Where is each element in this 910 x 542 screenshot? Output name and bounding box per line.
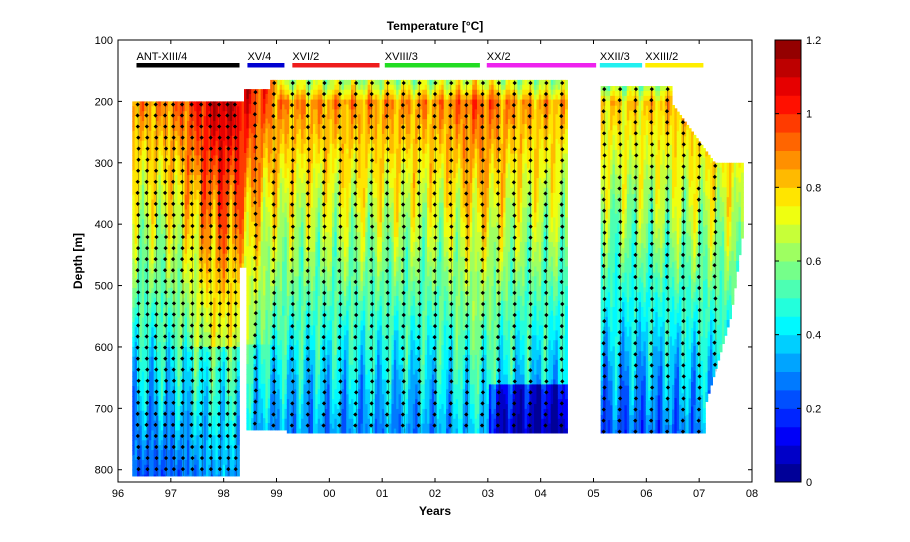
- field-cell: [237, 411, 240, 417]
- field-cell: [237, 278, 240, 284]
- field-cell: [237, 342, 240, 348]
- field-cell: [237, 372, 240, 378]
- field-cell: [237, 317, 240, 323]
- field-cell: [237, 308, 240, 314]
- field-cell: [237, 268, 240, 274]
- field-cell: [237, 352, 240, 358]
- field-cell: [237, 401, 240, 407]
- field-cell: [237, 283, 240, 289]
- field-cell: [237, 298, 240, 304]
- field-cell: [237, 288, 240, 294]
- field-cell: [237, 381, 240, 387]
- field-cell: [237, 460, 240, 466]
- field-cell: [237, 293, 240, 299]
- field-cell: [237, 367, 240, 373]
- field-cell: [237, 450, 240, 456]
- field-cell: [237, 337, 240, 343]
- field-cell: [237, 347, 240, 353]
- field-cell: [237, 396, 240, 402]
- field-cell: [237, 362, 240, 368]
- field-cell: [237, 386, 240, 392]
- field-cell: [237, 435, 240, 441]
- field-cell: [237, 445, 240, 451]
- field-cell: [237, 470, 240, 476]
- field-cell: [237, 322, 240, 328]
- field-cell: [237, 475, 240, 477]
- field-cell: [237, 406, 240, 412]
- field-cell: [237, 332, 240, 338]
- field-cell: [237, 313, 240, 319]
- field-cell: [237, 357, 240, 363]
- field-cell: [237, 416, 240, 422]
- field-cell: [237, 421, 240, 427]
- field-cell: [237, 327, 240, 333]
- field-cell: [237, 273, 240, 279]
- field-cell: [237, 440, 240, 446]
- field-cell: [237, 430, 240, 436]
- field-cell: [237, 426, 240, 432]
